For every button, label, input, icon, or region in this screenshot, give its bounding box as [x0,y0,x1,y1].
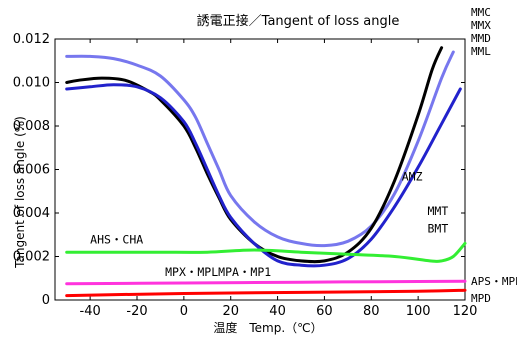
side-legend-label: APS・MPE [471,275,517,288]
annotation-layer: AMZ MMT BMT AHS・CHA MPX・MPLMPA・MP1 [90,169,448,279]
annotation-label: MMT [428,204,449,218]
x-tick-label: 100 [406,304,431,319]
y-axis: 0 0.002 0.004 0.006 0.008 0.010 0.012 [13,32,465,308]
x-axis-title: 温度 Temp.（℃） [213,320,322,335]
x-tick-label: 0 [180,304,188,319]
x-axis: -40 -20 0 20 40 60 80 100 120 [80,39,478,319]
annotation-label: AHS・CHA [90,232,143,246]
y-axis-title: Tangent of loss angle (%) [13,116,27,269]
annotation-label: MPX・MPLMPA・MP1 [165,265,271,279]
y-tick-label: 0.002 [13,250,50,265]
series-line [65,279,467,286]
side-legend-label: MPD [471,292,491,305]
side-legend-label: MMD [471,32,491,45]
series-line [65,83,462,268]
y-tick-label: 0.012 [13,32,50,47]
side-legend-label: MML [471,45,491,58]
x-tick-label: 40 [269,304,286,319]
x-tick-label: 20 [222,304,239,319]
x-tick-label: 80 [363,304,380,319]
chart-title: 誘電正接／Tangent of loss angle [197,13,400,29]
y-tick-label: 0.006 [13,163,50,178]
series-line [65,50,455,248]
series-layer [65,46,467,298]
x-tick-label: 60 [316,304,333,319]
y-tick-label: 0.008 [13,119,50,134]
series-line [65,241,467,263]
side-legend-label: MMX [471,19,491,32]
annotation-label: AMZ [402,169,423,183]
side-legend-label: MMC [471,6,491,19]
x-tick-label: -40 [80,304,101,319]
x-tick-label: 120 [453,304,478,319]
series-line [65,46,444,264]
y-tick-label: 0.010 [13,76,50,91]
x-tick-label: -20 [126,304,147,319]
y-tick-label: 0.004 [13,206,50,221]
y-tick-label: 0 [42,293,50,308]
annotation-label: BMT [428,222,449,236]
series-line [65,288,467,298]
